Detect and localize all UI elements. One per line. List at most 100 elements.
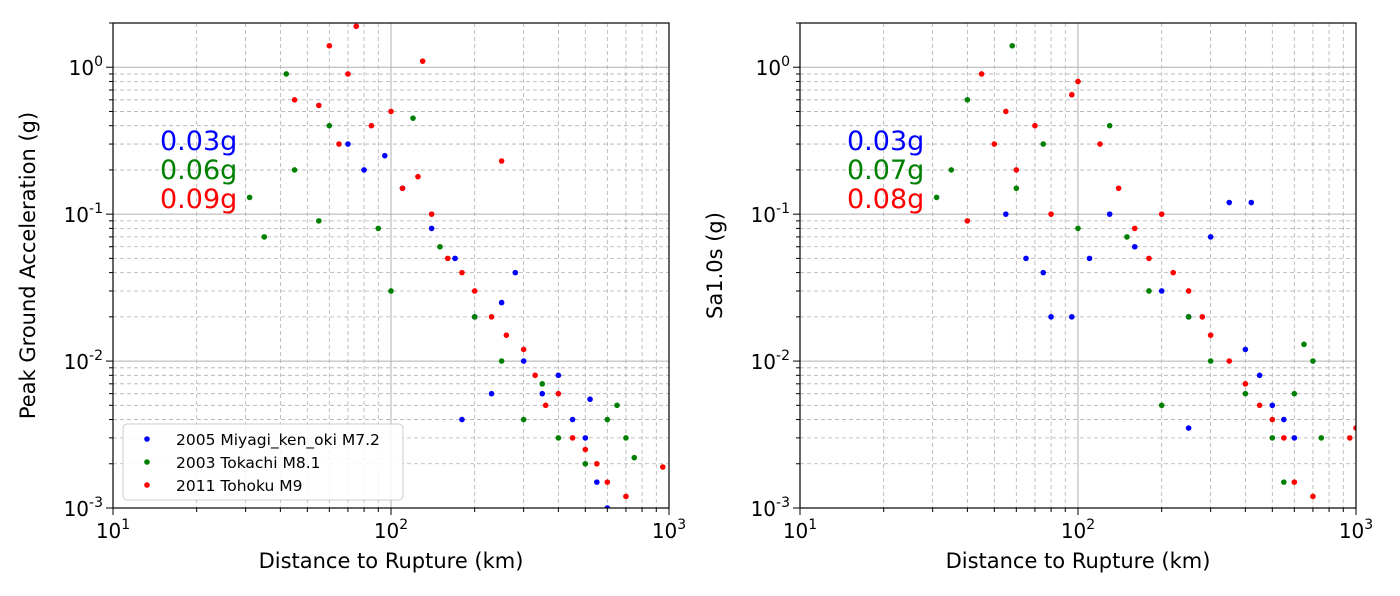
legend-label: 2003 Tokachi M8.1 xyxy=(176,454,321,472)
data-point xyxy=(964,218,971,224)
tick-base: 10 xyxy=(96,519,121,543)
data-point xyxy=(246,194,253,201)
tick-base: 10 xyxy=(751,497,776,521)
data-point xyxy=(1269,435,1276,441)
y-tick-label: 10-3 xyxy=(751,495,790,521)
data-point xyxy=(336,141,342,147)
data-point xyxy=(1310,358,1316,364)
legend-label: 2005 Miyagi_ken_oki M7.2 xyxy=(176,431,380,450)
data-point xyxy=(1185,314,1192,320)
data-point xyxy=(399,185,406,192)
annotation-text: 0.08g xyxy=(847,184,924,215)
data-point xyxy=(1199,314,1206,320)
data-point xyxy=(437,243,443,250)
legend-marker xyxy=(144,459,150,465)
data-point xyxy=(291,97,298,103)
data-point xyxy=(1003,211,1009,217)
data-point xyxy=(582,435,589,441)
data-point xyxy=(520,358,527,364)
data-point xyxy=(1256,402,1263,409)
data-point xyxy=(316,102,322,109)
data-point xyxy=(1013,185,1020,192)
tick-exponent: 1 xyxy=(121,517,130,533)
x-axis-label: Distance to Rupture (km) xyxy=(259,549,524,573)
data-point xyxy=(382,152,388,159)
data-point xyxy=(283,71,290,77)
data-point xyxy=(520,346,527,353)
data-point xyxy=(1170,269,1176,276)
annotation-text: 0.09g xyxy=(160,184,237,215)
x-tick-label: 102 xyxy=(1061,517,1095,543)
annotation-text: 0.03g xyxy=(847,126,924,157)
data-point xyxy=(1281,435,1287,441)
data-point xyxy=(498,158,505,164)
data-point xyxy=(261,234,268,240)
data-point xyxy=(1158,211,1165,217)
x-tick-label: 103 xyxy=(652,517,686,543)
data-point xyxy=(1353,425,1356,431)
data-point xyxy=(428,211,435,217)
data-point xyxy=(623,493,629,500)
tick-exponent: 1 xyxy=(808,517,817,533)
tick-exponent: 2 xyxy=(1086,517,1095,533)
legend-marker xyxy=(144,482,150,488)
legend-label: 2011 Tohoku M9 xyxy=(176,477,302,495)
data-point xyxy=(415,173,421,180)
tick-exponent: 2 xyxy=(399,517,408,533)
data-point xyxy=(1301,341,1307,348)
data-point xyxy=(1248,199,1255,206)
data-point xyxy=(948,167,955,173)
data-point xyxy=(498,299,505,306)
data-point xyxy=(964,97,971,103)
data-point xyxy=(1158,402,1165,409)
data-point xyxy=(452,255,458,262)
tick-base: 10 xyxy=(64,350,89,374)
data-point xyxy=(1242,390,1249,397)
data-point xyxy=(1097,141,1103,147)
data-point xyxy=(660,464,666,470)
data-point xyxy=(419,58,426,64)
tick-exponent: -3 xyxy=(89,495,103,511)
y-tick-label: 100 xyxy=(69,54,103,80)
data-point xyxy=(1131,243,1138,250)
annotation-text: 0.03g xyxy=(160,126,237,157)
tick-base: 10 xyxy=(751,350,776,374)
data-point xyxy=(410,115,416,121)
data-point xyxy=(444,255,451,262)
data-point xyxy=(498,358,505,364)
scatter-points xyxy=(933,42,1356,500)
x-tick-label: 101 xyxy=(96,517,130,543)
data-point xyxy=(361,167,367,173)
x-tick-label: 101 xyxy=(783,517,817,543)
data-point xyxy=(555,372,562,379)
data-point xyxy=(1256,372,1263,379)
data-point xyxy=(1040,269,1047,276)
data-point xyxy=(1032,122,1038,129)
data-point xyxy=(1124,234,1130,240)
y-tick-label: 100 xyxy=(756,54,790,80)
data-point xyxy=(1291,390,1298,397)
data-point xyxy=(1146,255,1152,262)
data-point xyxy=(542,402,549,409)
data-point xyxy=(1269,402,1276,409)
data-point xyxy=(582,446,589,453)
data-point xyxy=(1075,225,1081,232)
data-point xyxy=(353,23,360,30)
tick-exponent: 0 xyxy=(94,54,103,70)
data-point xyxy=(1185,425,1192,431)
tick-base: 10 xyxy=(1339,519,1364,543)
data-point xyxy=(539,390,546,397)
y-tick-label: 10-2 xyxy=(751,348,790,374)
data-point xyxy=(532,372,538,379)
data-point xyxy=(594,460,600,467)
tick-exponent: -2 xyxy=(776,348,790,364)
data-point xyxy=(1040,141,1047,147)
tick-exponent: -3 xyxy=(776,495,790,511)
data-point xyxy=(503,332,510,339)
scatter-points xyxy=(246,23,666,508)
data-point xyxy=(582,460,589,467)
data-point xyxy=(555,435,562,441)
data-point xyxy=(1281,479,1287,485)
legend-marker xyxy=(144,436,150,442)
